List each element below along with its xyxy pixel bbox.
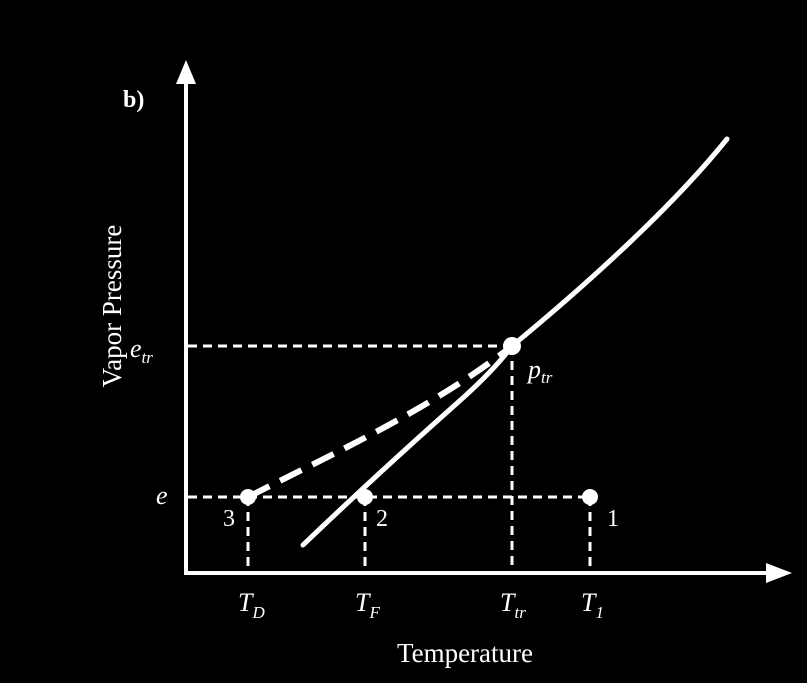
- triple-point-marker: [503, 337, 521, 355]
- panel-label: b): [123, 87, 144, 113]
- point-2-marker: [357, 489, 373, 505]
- x-axis-title: Temperature: [397, 638, 533, 668]
- point-3-marker: [240, 489, 256, 505]
- axes: [176, 60, 792, 583]
- e-label: e: [156, 481, 168, 510]
- t-tr-label: Ttr: [500, 588, 526, 622]
- t-1-label: T1: [581, 588, 604, 622]
- ice-saturation-curve: [300, 136, 730, 548]
- supercooled-water-curve: [246, 343, 514, 500]
- t-d-label: TD: [238, 588, 265, 622]
- y-axis-arrowhead: [176, 60, 196, 84]
- point-3-label: 3: [223, 506, 235, 532]
- point-2-label: 2: [376, 506, 388, 532]
- t-f-label: TF: [355, 588, 380, 622]
- p-tr-label: ptr: [526, 355, 553, 387]
- e-tr-label: etr: [130, 334, 153, 367]
- x-axis-arrowhead: [766, 563, 792, 583]
- point-1-marker: [582, 489, 598, 505]
- guide-lines: [188, 344, 592, 573]
- point-1-label: 1: [607, 506, 619, 532]
- y-axis-title: Vapor Pressure: [97, 225, 127, 388]
- state-points: [240, 337, 598, 505]
